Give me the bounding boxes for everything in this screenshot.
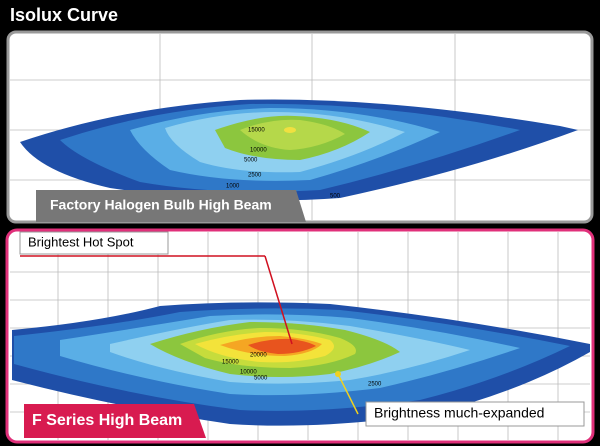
contour-label: 5000 xyxy=(254,376,268,382)
expanded-leader xyxy=(337,373,359,415)
contour-label: 1000 xyxy=(226,184,240,190)
top-label: Factory Halogen Bulb High Beam xyxy=(50,197,272,213)
contour-label: 20000 xyxy=(250,353,267,359)
contour-label: 10000 xyxy=(240,370,257,376)
expanded-dot xyxy=(335,371,341,377)
contour-label: 2500 xyxy=(248,173,262,179)
contour-label: 2500 xyxy=(368,382,382,388)
contour-label: 10000 xyxy=(250,148,267,154)
bottom-label-tab xyxy=(24,404,206,438)
contour-label: 15000 xyxy=(222,360,239,366)
contour-label: 5000 xyxy=(244,158,258,164)
hotspot-leader xyxy=(264,255,293,345)
callout-box xyxy=(365,401,585,427)
top-contour-labels: 15000 10000 5000 2500 1000 500 xyxy=(226,128,341,200)
top-isolux xyxy=(20,99,578,201)
bottom-label: F Series High Beam xyxy=(32,412,182,429)
callout-box xyxy=(19,231,169,255)
hotspot-callout: Brightest Hot Spot xyxy=(28,234,134,249)
bottom-isolux xyxy=(12,302,590,426)
title: Isolux Curve xyxy=(10,5,118,25)
top-label-tab xyxy=(36,190,306,222)
contour-label: 15000 xyxy=(248,128,265,134)
contour-label: 500 xyxy=(330,194,341,200)
expanded-callout: Brightness much-expanded xyxy=(374,405,544,421)
